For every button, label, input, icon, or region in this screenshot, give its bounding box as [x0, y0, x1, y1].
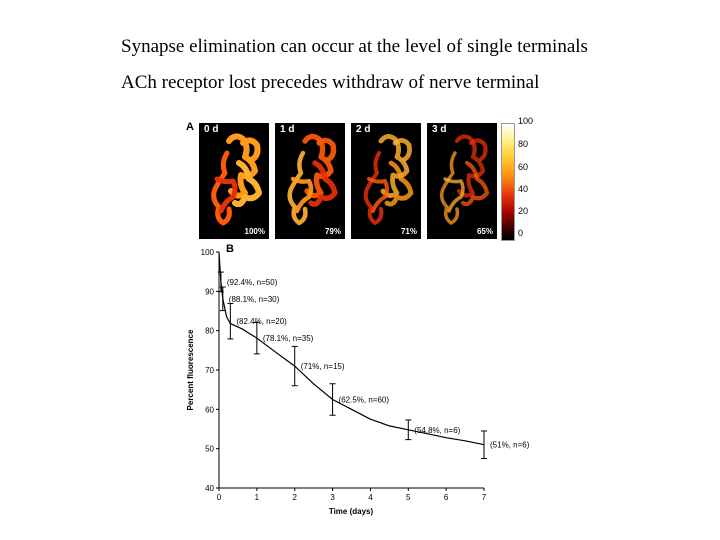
synapse-branch [214, 176, 238, 214]
synapse-branch [439, 151, 460, 225]
data-label: (82.4%, n=20) [236, 317, 287, 326]
fluorescence-image [287, 133, 338, 226]
percent-label: 79% [324, 227, 341, 236]
synapse-branch [384, 160, 414, 207]
data-label: (92.4%, n=50) [227, 278, 278, 287]
image-panel-3d: 3 d 65% [427, 123, 497, 239]
image-panel-2d: 2 d 71% [351, 123, 421, 239]
colorbar-tick: 0 [518, 228, 524, 238]
decay-curve [218, 251, 485, 446]
synapse-branch [367, 177, 389, 213]
colorbar-tick: 20 [518, 206, 529, 216]
y-tick-label: 50 [205, 445, 214, 454]
fluorescence-image [211, 133, 262, 226]
panel-a-label: A [186, 121, 194, 133]
x-tick-label: 4 [368, 493, 373, 502]
slide-line-2: ACh receptor lost precedes withdraw of n… [121, 72, 540, 93]
x-tick-label: 7 [482, 493, 487, 502]
data-label: (54.8%, n=6) [414, 426, 460, 435]
synapse-branch [211, 150, 232, 226]
percent-label: 71% [400, 227, 417, 236]
synapse-branch [460, 160, 490, 207]
x-tick-label: 5 [406, 493, 411, 502]
synapse-branch [392, 138, 412, 162]
y-tick-label: 80 [205, 327, 214, 336]
synapse-branch [454, 134, 486, 198]
x-tick-label: 6 [444, 493, 449, 502]
y-tick-label: 40 [205, 484, 214, 493]
synapse-branch [378, 134, 410, 198]
colorbar-tick: 80 [518, 139, 529, 149]
x-axis-label: Time (days) [329, 507, 374, 516]
image-panel-1d: 1 d 79% [275, 123, 345, 239]
x-tick-label: 3 [330, 493, 335, 502]
x-tick-label: 2 [292, 493, 297, 502]
x-tick-label: 0 [217, 493, 222, 502]
data-label: (51%, n=6) [490, 441, 530, 450]
fluorescence-image [439, 134, 490, 225]
slide-line-1: Synapse elimination can occur at the lev… [121, 36, 588, 57]
panel-b-label: B [226, 243, 234, 255]
synapse-branch [363, 151, 384, 225]
day-label: 1 d [280, 124, 295, 135]
colorbar-tick: 40 [518, 184, 529, 194]
synapse-branch [468, 138, 488, 162]
synapse-branch [226, 133, 258, 199]
colorbar-tick: 100 [518, 116, 534, 126]
colorbar-tick: 60 [518, 162, 529, 172]
y-tick-label: 90 [205, 287, 214, 296]
percent-label: 100% [244, 227, 265, 236]
synapse-branch [240, 137, 261, 162]
day-label: 3 d [432, 124, 447, 135]
fluorescence-image [363, 134, 414, 225]
synapse-branch [287, 150, 308, 226]
y-tick-label: 100 [201, 248, 215, 257]
day-label: 0 d [204, 124, 219, 135]
synapse-branch [443, 177, 465, 213]
synapse-branch [308, 160, 338, 207]
synapse-branch [232, 160, 262, 208]
data-label: (71%, n=15) [301, 362, 345, 371]
image-panel-0d: 0 d 100% [199, 123, 269, 239]
percent-label: 65% [476, 227, 493, 236]
synapse-branch [316, 137, 337, 162]
y-tick-label: 60 [205, 405, 214, 414]
data-label: (78.1%, n=35) [263, 334, 314, 343]
synapse-branch [302, 133, 334, 199]
synapse-branch [290, 176, 314, 214]
data-label: (88.1%, n=30) [229, 295, 280, 304]
day-label: 2 d [356, 124, 371, 135]
y-tick-label: 70 [205, 366, 214, 375]
x-tick-label: 1 [255, 493, 260, 502]
y-axis-label: Percent fluorescence [186, 329, 195, 410]
colorbar [501, 123, 515, 241]
data-label: (62.5%, n=60) [339, 396, 390, 405]
